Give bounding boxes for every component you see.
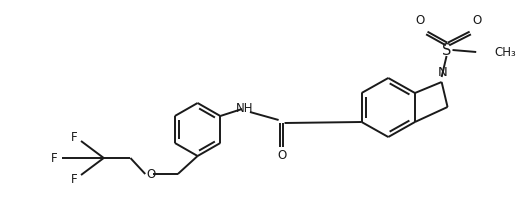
Text: F: F — [51, 152, 58, 165]
Text: N: N — [438, 66, 448, 79]
Text: F: F — [71, 130, 77, 143]
Text: O: O — [277, 148, 286, 161]
Text: O: O — [147, 167, 156, 180]
Text: O: O — [415, 13, 424, 26]
Text: O: O — [473, 13, 482, 26]
Text: S: S — [442, 42, 451, 57]
Text: NH: NH — [236, 101, 254, 114]
Text: F: F — [71, 172, 77, 185]
Text: CH₃: CH₃ — [494, 46, 516, 59]
